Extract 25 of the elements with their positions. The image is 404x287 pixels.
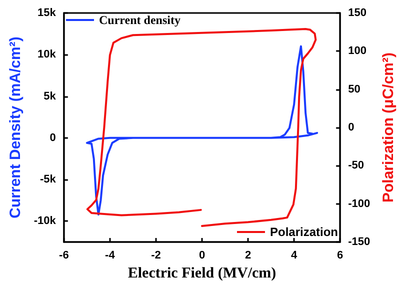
x-tick-label: -6 — [59, 250, 69, 262]
y-tick-label: 15k — [38, 7, 57, 19]
x-tick-label: 6 — [337, 250, 344, 262]
y2-tick-label: 100 — [348, 45, 366, 58]
y2-tick-label: -50 — [348, 160, 364, 172]
legend-label: Polarization — [270, 225, 338, 239]
y2-tick-label: -100 — [348, 198, 370, 210]
y2-tick-label: 50 — [348, 83, 360, 96]
y2-tick-label: -150 — [348, 236, 370, 248]
legend-label: Current density — [99, 13, 180, 27]
x-tick-label: 2 — [244, 250, 252, 262]
y-tick-label: 5k — [44, 90, 57, 102]
y-axis-title: Current Density (mA/cm²) — [7, 36, 24, 218]
y-tick-label: -5k — [40, 174, 57, 186]
x-tick-label: 4 — [290, 250, 298, 262]
y2-tick-label: 150 — [348, 7, 366, 19]
y-tick-label: 10k — [38, 48, 57, 61]
x-tick-label: -2 — [151, 250, 161, 262]
x-tick-label: 0 — [198, 250, 206, 262]
y-tick-label: 0 — [50, 132, 56, 144]
y2-tick-label: 0 — [348, 122, 354, 134]
x-axis-title: Electric Field (MV/cm) — [128, 265, 276, 282]
y2-axis-title: Polarization (μC/cm²) — [380, 52, 397, 203]
x-tick-label: -4 — [105, 250, 116, 262]
y-tick-label: -10k — [34, 215, 57, 228]
